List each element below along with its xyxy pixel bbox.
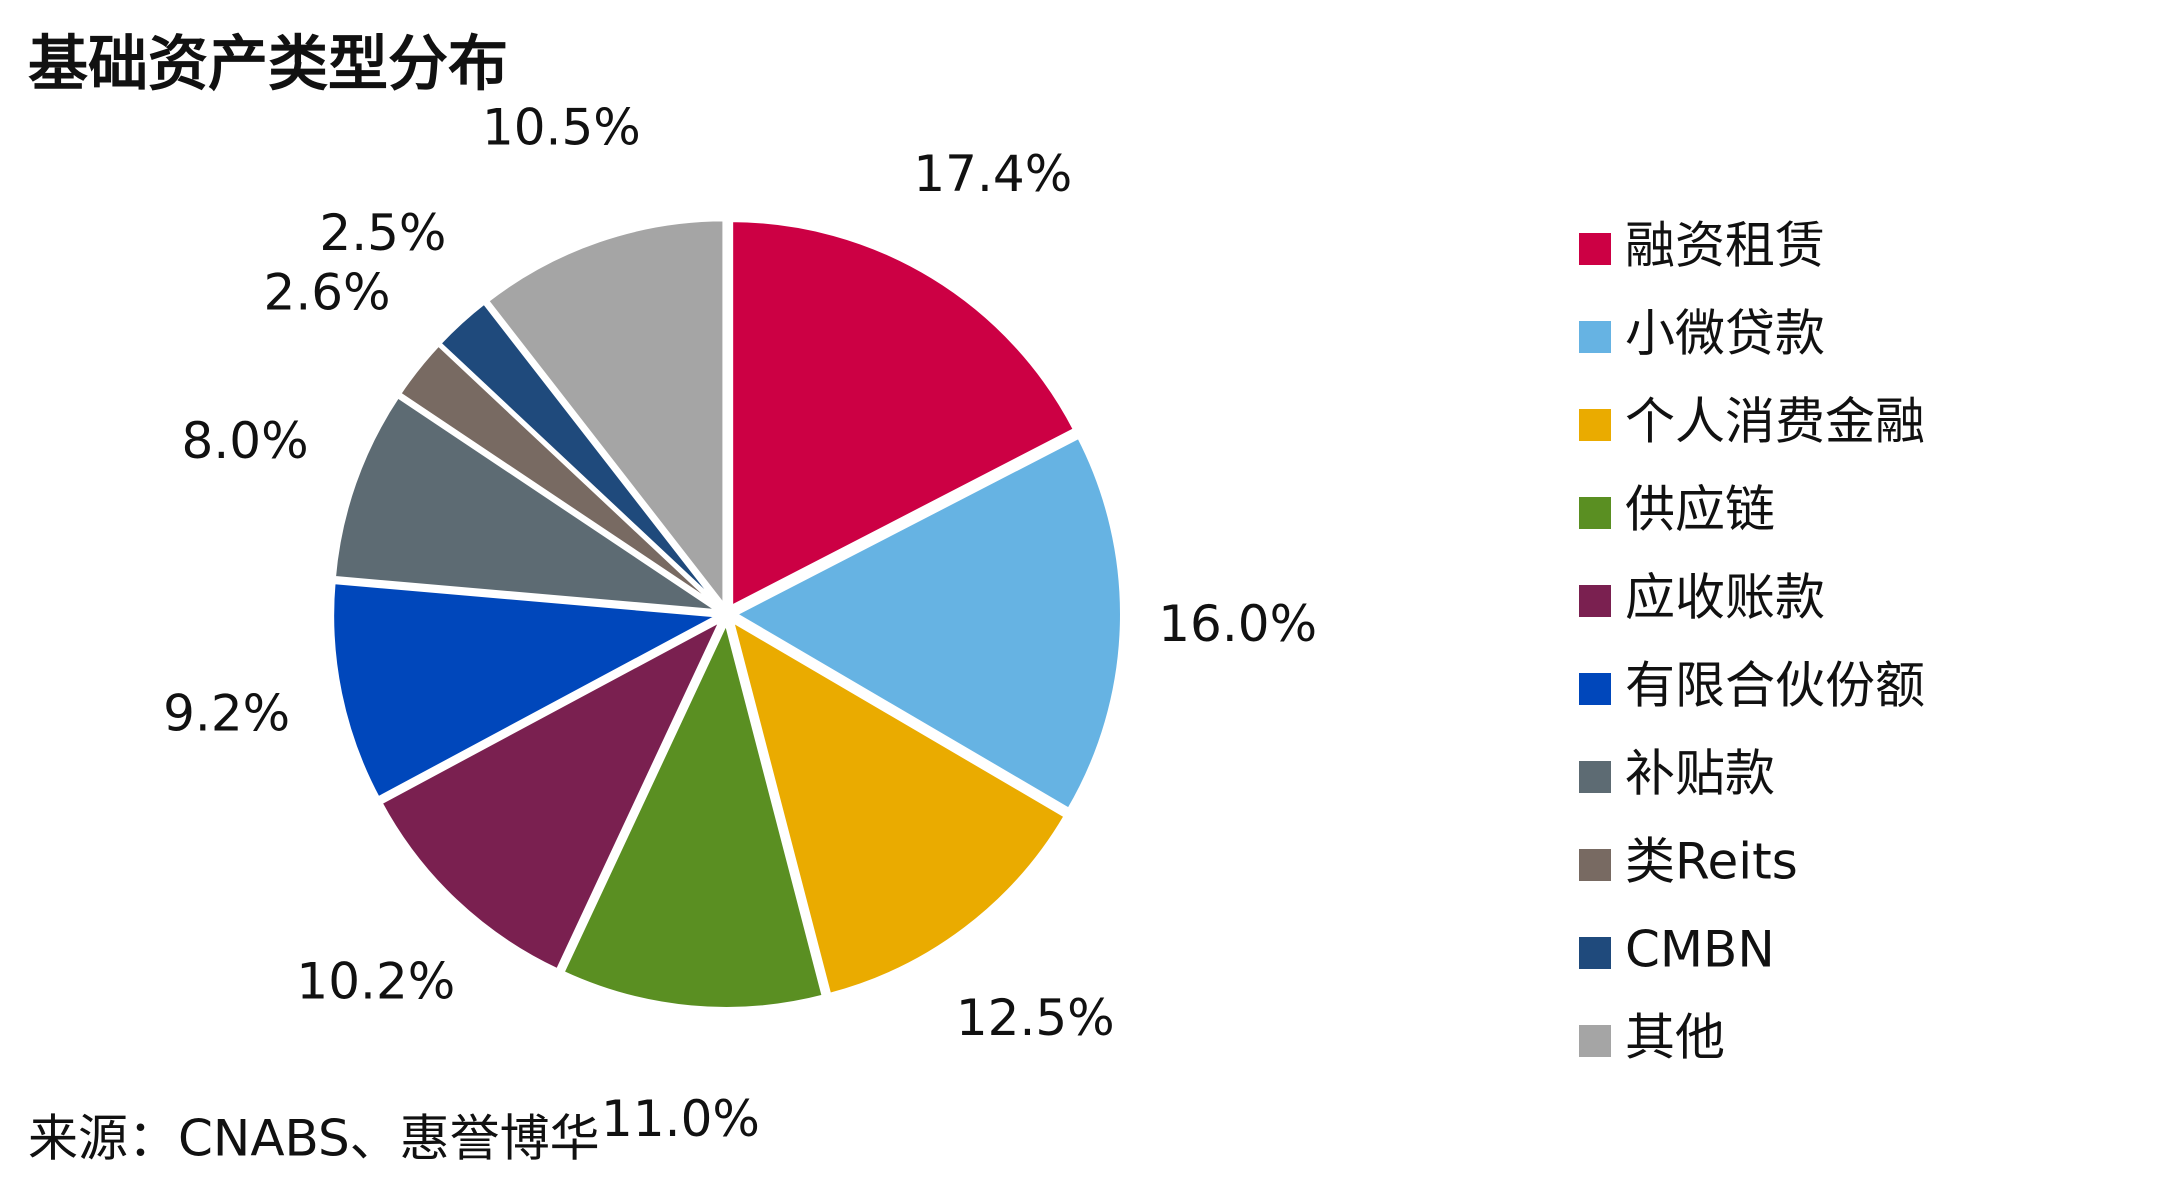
value-label: 10.5% [482, 98, 641, 156]
pie-slice [729, 218, 1078, 611]
legend-label: 补贴款 [1625, 745, 1775, 803]
legend-swatch [1579, 233, 1611, 265]
value-label: 9.2% [163, 684, 290, 742]
legend-label: 其他 [1625, 1009, 1725, 1067]
legend-label: 应收账款 [1625, 569, 1825, 627]
legend-label: 供应链 [1625, 481, 1775, 539]
legend-swatch [1579, 585, 1611, 617]
value-label: 2.5% [319, 204, 446, 262]
value-label: 16.0% [1158, 595, 1317, 653]
pie-slice [331, 393, 721, 614]
value-label: 12.5% [956, 989, 1115, 1047]
legend-swatch [1579, 673, 1611, 705]
value-label: 8.0% [182, 412, 309, 470]
legend-swatch [1579, 1025, 1611, 1057]
pie-slice [330, 580, 727, 802]
legend-label: 个人消费金融 [1625, 393, 1925, 451]
pie-slice [730, 434, 1124, 813]
legend-swatch [1579, 497, 1611, 529]
legend-label: 小微贷款 [1625, 305, 1825, 363]
value-label: 2.6% [264, 264, 391, 322]
legend-swatch [1579, 937, 1611, 969]
value-label: 10.2% [296, 953, 455, 1011]
legend-swatch [1579, 761, 1611, 793]
pie-slice [728, 616, 1069, 998]
legend-swatch [1579, 321, 1611, 353]
pie-slice [484, 217, 727, 613]
value-label: 11.0% [601, 1090, 760, 1148]
legend-label: 有限合伙份额 [1625, 657, 1925, 715]
legend-label: 融资租赁 [1625, 217, 1825, 275]
legend-label: CMBN [1625, 921, 1775, 979]
value-label: 17.4% [913, 145, 1072, 203]
pie-slice [436, 299, 724, 610]
legend-swatch [1579, 409, 1611, 441]
source-note: 来源：CNABS、惠誉博华 [28, 1110, 600, 1168]
pie-slice [559, 616, 827, 1011]
legend-label: 类Reits [1625, 833, 1798, 891]
chart-title: 基础资产类型分布 [28, 30, 508, 100]
pie-slice [377, 615, 726, 974]
legend-swatch [1579, 849, 1611, 881]
